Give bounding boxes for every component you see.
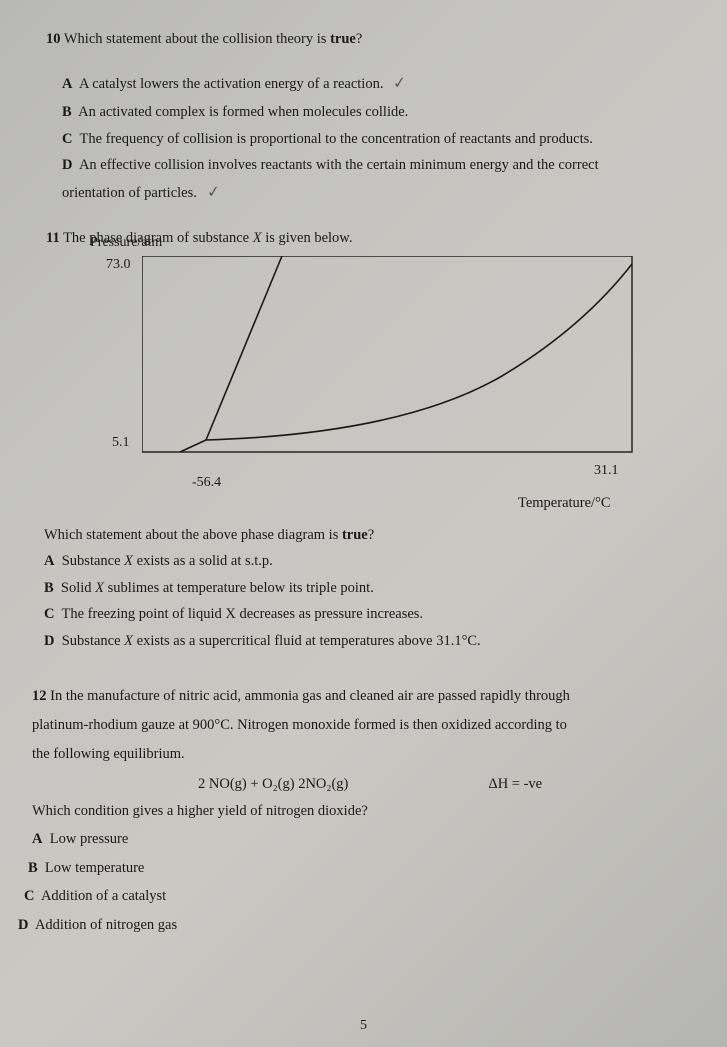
x-axis-label: Temperature/°C <box>518 492 611 514</box>
y-tick-high: 73.0 <box>106 254 131 276</box>
q12-opt-c: C Addition of a catalyst <box>24 885 683 907</box>
q12-line3: the following equilibrium. <box>32 746 185 762</box>
q11-b-pre: Solid <box>61 580 95 596</box>
q11-opt-b: B Solid X sublimes at temperature below … <box>44 577 683 599</box>
page-number: 5 <box>360 1015 367 1037</box>
q12-d-text: Addition of nitrogen gas <box>35 917 177 933</box>
q11-sub-q: Which statement about the above phase di… <box>44 524 683 546</box>
q11-a-var: X <box>124 553 133 569</box>
q10-number: 10 <box>46 31 61 47</box>
q11-b-var: X <box>95 580 104 596</box>
check-mark-icon: ✓ <box>205 180 221 206</box>
diagram-frame <box>142 256 632 452</box>
phase-diagram: Pressure/atm 73.0 5.1 -56.4 31.1 Tempera… <box>98 256 658 516</box>
x-tick-left: -56.4 <box>192 472 221 494</box>
q10-prompt-bold: true <box>330 31 356 47</box>
q11-opt-d: D Substance X exists as a supercritical … <box>44 630 683 652</box>
q10-a-text: A catalyst lowers the activation energy … <box>79 76 384 92</box>
q10-d-label: D <box>62 157 72 173</box>
q10-opt-a: A A catalyst lowers the activation energ… <box>62 72 683 97</box>
q10-opt-d-cont: orientation of particles. ✓ <box>62 181 683 206</box>
q12-equation: 2 NO(g) + O₂(g) 2NO₂(g) ΔH = -ve <box>28 773 683 795</box>
q10-d-text2: orientation of particles. <box>62 185 197 201</box>
q12-b-label: B <box>28 860 38 876</box>
q11-prompt-post: is given below. <box>262 230 353 246</box>
q10-c-label: C <box>62 131 72 147</box>
q11-opt-a: A Substance X exists as a solid at s.t.p… <box>44 550 683 572</box>
fusion-line <box>206 256 282 440</box>
q11-d-post: exists as a supercritical fluid at tempe… <box>133 633 481 649</box>
sublimation-line <box>180 440 206 452</box>
q11-b-post: sublimes at temperature below its triple… <box>104 580 374 596</box>
q12-opt-b: B Low temperature <box>28 857 683 879</box>
q10-d-text: An effective collision involves reactant… <box>79 157 599 173</box>
q10-prompt-post: ? <box>356 31 362 47</box>
q11-subq-post: ? <box>368 527 374 543</box>
q12-eq-lhs: 2 NO(g) + O₂(g) 2NO₂(g) <box>198 773 348 795</box>
q12-eq-rhs: ΔH = -ve <box>488 773 542 795</box>
q12-line2: platinum-rhodium gauze at 900°C. Nitroge… <box>32 717 567 733</box>
q11-subq-bold: true <box>342 527 368 543</box>
q11-d-var: X <box>124 633 133 649</box>
q11-b-label: B <box>44 580 54 596</box>
q11-a-pre: Substance <box>62 553 124 569</box>
q12-c-label: C <box>24 888 34 904</box>
q12-number: 12 <box>32 688 47 704</box>
q12-opt-d: D Addition of nitrogen gas <box>18 914 683 936</box>
check-mark-icon: ✓ <box>392 72 408 98</box>
q11-d-pre: Substance <box>62 633 124 649</box>
q11-subq-pre: Which statement about the above phase di… <box>44 527 342 543</box>
q12-line1: In the manufacture of nitric acid, ammon… <box>50 688 570 704</box>
q12-c-text: Addition of a catalyst <box>41 888 166 904</box>
x-tick-right: 31.1 <box>594 460 619 482</box>
q11-prompt-var: X <box>253 230 262 246</box>
q11: 11 The phase diagram of substance X is g… <box>28 227 683 652</box>
q12-sub-q: Which condition gives a higher yield of … <box>32 800 683 822</box>
q12-a-text: Low pressure <box>50 831 129 847</box>
q11-opt-c: C The freezing point of liquid X decreas… <box>44 603 683 625</box>
q12-d-label: D <box>18 917 28 933</box>
y-axis-label: Pressure/atm <box>90 232 162 254</box>
phase-diagram-svg <box>142 256 642 456</box>
q12-a-label: A <box>32 831 42 847</box>
q10-b-label: B <box>62 104 72 120</box>
y-tick-low: 5.1 <box>112 432 130 454</box>
q10-opt-b: B An activated complex is formed when mo… <box>62 101 683 123</box>
vapor-curve <box>206 264 632 440</box>
q12-opt-a: A Low pressure <box>32 828 683 850</box>
q12: 12 In the manufacture of nitric acid, am… <box>28 682 683 936</box>
q10-b-text: An activated complex is formed when mole… <box>78 104 408 120</box>
q10: 10 Which statement about the collision t… <box>28 28 683 205</box>
q11-d-label: D <box>44 633 54 649</box>
q11-number: 11 <box>46 230 60 246</box>
q11-c-label: C <box>44 606 54 622</box>
q10-a-label: A <box>62 76 72 92</box>
q10-opt-c: C The frequency of collision is proporti… <box>62 128 683 150</box>
q11-c-text: The freezing point of liquid X decreases… <box>61 606 423 622</box>
q10-prompt-pre: Which statement about the collision theo… <box>64 31 330 47</box>
q11-a-label: A <box>44 553 54 569</box>
q12-b-text: Low temperature <box>45 860 144 876</box>
q10-c-text: The frequency of collision is proportion… <box>79 131 592 147</box>
q10-prompt: 10 Which statement about the collision t… <box>46 28 683 50</box>
q11-a-post: exists as a solid at s.t.p. <box>133 553 273 569</box>
q10-opt-d: D An effective collision involves reacta… <box>62 154 683 176</box>
q12-prompt: 12 In the manufacture of nitric acid, am… <box>32 682 683 769</box>
